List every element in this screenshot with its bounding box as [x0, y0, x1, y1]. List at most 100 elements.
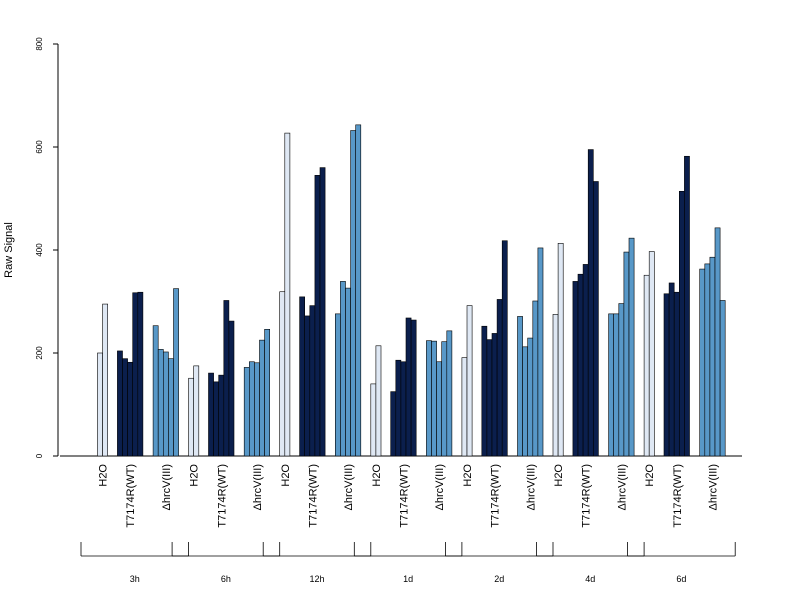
condition-label: H2O [280, 464, 292, 487]
bar [663, 293, 670, 457]
condition-label: ΔhrcV(III) [525, 464, 537, 510]
bar [228, 320, 235, 457]
condition-label: ΔhrcV(III) [707, 464, 719, 510]
bar [582, 264, 589, 457]
condition-label: ΔhrcV(III) [343, 464, 355, 510]
bar [213, 381, 220, 457]
bar [375, 345, 382, 457]
bar [163, 351, 169, 457]
bar [350, 130, 357, 457]
condition-label: T7174R(WT) [125, 464, 137, 528]
condition-label: T7174R(WT) [398, 464, 410, 528]
time-label: 6h [221, 574, 231, 584]
bar [284, 132, 291, 457]
y-tick-label: 600 [35, 140, 44, 154]
y-tick-label: 200 [35, 346, 44, 360]
bar [577, 273, 584, 457]
time-label: 1d [403, 574, 413, 584]
bar [668, 282, 675, 457]
bar [527, 337, 534, 457]
bar [208, 372, 214, 457]
bar [355, 124, 362, 457]
condition-label: ΔhrcV(III) [434, 464, 446, 510]
bar [122, 358, 128, 457]
y-axis-label: Raw Signal [3, 222, 15, 278]
bar [537, 247, 544, 457]
bar [628, 237, 635, 457]
condition-label: H2O [371, 464, 383, 487]
y-tick-label: 800 [35, 37, 44, 51]
bar [491, 333, 498, 457]
bar [446, 330, 453, 457]
bar [314, 175, 321, 457]
condition-label: T7174R(WT) [307, 464, 319, 528]
bar [643, 274, 650, 457]
bar [684, 155, 690, 457]
bar [709, 256, 716, 457]
bar [309, 305, 316, 457]
bar [254, 362, 260, 457]
bars [97, 124, 726, 457]
bar [334, 313, 341, 457]
bar [436, 361, 443, 457]
bar [572, 281, 579, 457]
bar [259, 339, 265, 457]
bar [243, 367, 250, 457]
bar [481, 325, 488, 457]
time-label: 3h [130, 574, 140, 584]
bar [264, 329, 271, 457]
bar [592, 181, 599, 457]
bar [623, 251, 630, 457]
bar [157, 349, 164, 457]
bar [117, 350, 123, 457]
bar [299, 296, 306, 457]
time-label: 12h [309, 574, 324, 584]
bar [152, 325, 159, 457]
condition-label: ΔhrcV(III) [252, 464, 264, 510]
bar [613, 313, 620, 457]
condition-label: T7174R(WT) [581, 464, 593, 528]
bar [719, 300, 726, 457]
bar [188, 377, 195, 457]
bar [532, 300, 539, 457]
bar [390, 391, 397, 457]
bar [400, 361, 407, 457]
bar [223, 300, 230, 457]
bar [345, 287, 351, 457]
bar [426, 340, 432, 457]
bar [461, 357, 468, 457]
bar [102, 303, 108, 457]
bar [370, 383, 377, 457]
time-label: 4d [585, 574, 595, 584]
time-label: 6d [676, 574, 686, 584]
bar [678, 190, 685, 457]
bar [97, 352, 103, 457]
condition-label: H2O [189, 464, 201, 487]
bar [137, 291, 144, 457]
condition-label: ΔhrcV(III) [161, 464, 173, 510]
bar [431, 340, 437, 457]
bar [218, 374, 225, 457]
bar [132, 292, 139, 457]
bar [405, 317, 412, 457]
bar [441, 341, 448, 457]
bar [501, 240, 508, 457]
bar [193, 365, 200, 457]
y-axis: 0 200 400 600 800 [35, 37, 59, 458]
bar [618, 303, 625, 457]
bar [249, 361, 255, 457]
bar [557, 243, 564, 457]
condition-label: T7174R(WT) [672, 464, 684, 528]
bar [304, 315, 311, 457]
y-tick-label: 400 [35, 243, 44, 257]
time-brackets: 3h 6h 12h 1d 2d 4d 6d [80, 542, 736, 584]
bar [714, 227, 721, 457]
bar [168, 358, 174, 457]
bar [466, 305, 473, 457]
bar [395, 359, 402, 457]
bar [486, 339, 493, 457]
condition-label: T7174R(WT) [216, 464, 228, 528]
condition-label: H2O [644, 464, 656, 487]
bar [340, 281, 346, 457]
